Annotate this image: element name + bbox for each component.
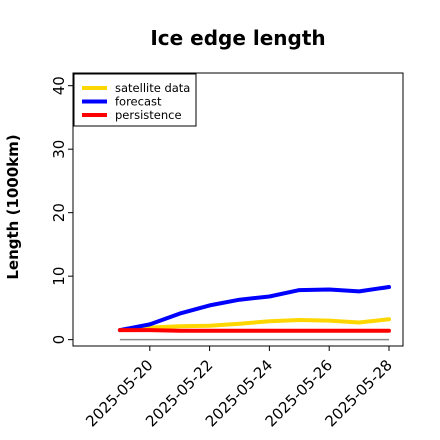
y-tick-label: 0 (50, 335, 68, 345)
y-tick-label: 40 (50, 76, 68, 95)
series-line-satellite-data (117, 317, 391, 333)
legend-label-satellite-data: satellite data (115, 81, 190, 95)
legend-label-persistence: persistence (115, 108, 182, 122)
series-line-persistence (117, 328, 391, 333)
plot-frame (72, 72, 404, 347)
series-line-forecast (117, 285, 391, 333)
y-tick-label: 20 (50, 203, 68, 222)
chart-title: Ice edge length (150, 26, 325, 50)
plot-layer: 0102030402025-05-202025-05-222025-05-242… (50, 72, 404, 430)
y-tick-label: 10 (50, 267, 68, 286)
y-axis-label: Length (1000km) (4, 134, 22, 279)
legend-label-forecast: forecast (115, 95, 162, 109)
y-tick-label: 30 (50, 140, 68, 159)
